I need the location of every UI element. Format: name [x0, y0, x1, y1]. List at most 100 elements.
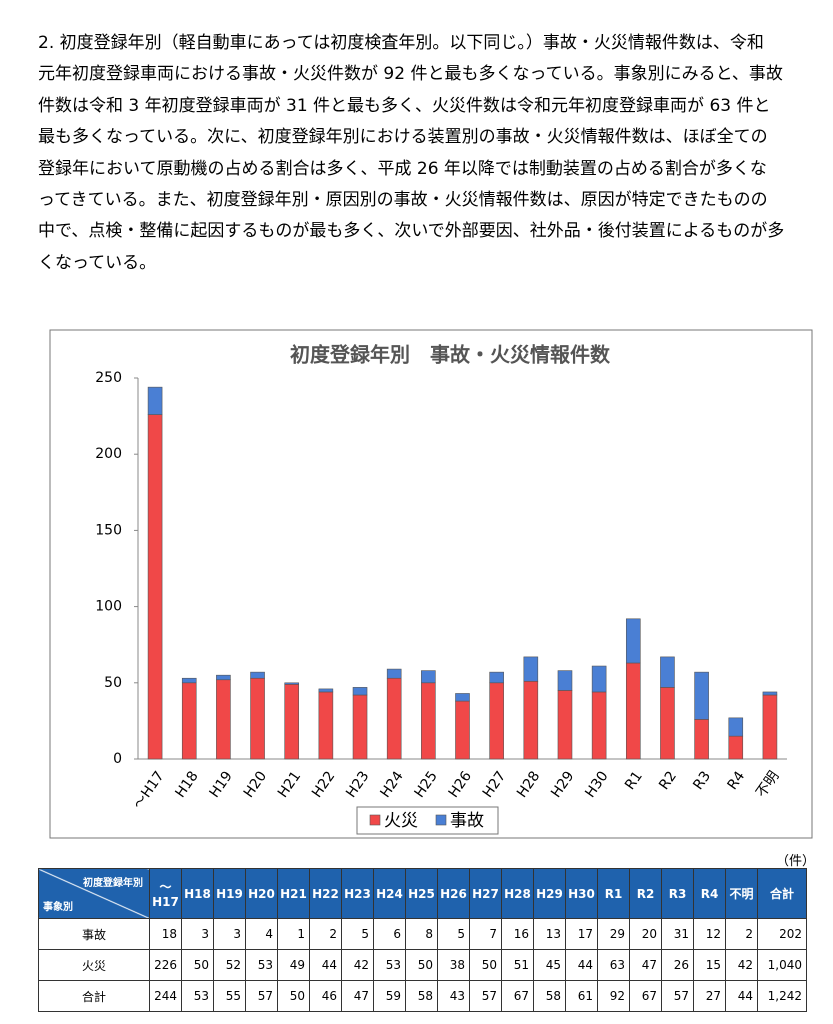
- y-tick-label: 100: [95, 599, 122, 615]
- bar-segment: [625, 662, 641, 760]
- table-cell: 1,040: [757, 949, 807, 981]
- table-cell: 5: [341, 918, 374, 950]
- table-cell: 1,242: [757, 980, 807, 1012]
- bar-segment: [523, 656, 539, 682]
- table-cell: 42: [341, 949, 374, 981]
- text-line: 登録年において原動機の占める割合は多く、平成 26 年以降では制動装置の占める割…: [38, 158, 767, 179]
- table-cell: 2: [309, 918, 342, 950]
- column-header: H27: [469, 868, 502, 919]
- table-cell: 44: [725, 980, 758, 1012]
- column-header: H22: [309, 868, 342, 919]
- table-cell: 61: [565, 980, 598, 1012]
- column-header: R4: [693, 868, 726, 919]
- table-cell: 244: [149, 980, 182, 1012]
- bar-segment: [318, 688, 334, 693]
- table-cell: 57: [661, 980, 694, 1012]
- bar-segment: [421, 682, 436, 760]
- bar-segment: [557, 690, 573, 760]
- table-cell: 50: [405, 949, 438, 981]
- corner-top: 初度登録年別: [83, 878, 143, 889]
- table-cell: 31: [661, 918, 694, 950]
- y-tick-label: 200: [95, 446, 122, 462]
- table-cell: 63: [597, 949, 630, 981]
- bar-segment: [386, 668, 402, 679]
- bar-segment: [250, 677, 265, 760]
- table-cell: 43: [437, 980, 470, 1012]
- table-cell: 16: [501, 918, 534, 950]
- table-cell: 4: [245, 918, 278, 950]
- table-cell: 49: [277, 949, 310, 981]
- table-row: 火災 226 50 52 53 49 44 42 53 50 38 50 51 45 44 63 47 26 15 4…: [38, 949, 807, 981]
- table-cell: 3: [213, 918, 246, 950]
- bar-segment: [181, 682, 197, 760]
- bar-segment: [728, 735, 744, 760]
- column-header: ～H17: [149, 868, 182, 919]
- table-cell: 3: [181, 918, 214, 950]
- paragraph: 2. 初度登録年別（軽自動車にあっては初度検査年別。以下同じ。）事故・火災情報件…: [38, 28, 828, 279]
- column-header: H30: [565, 868, 598, 919]
- column-header: H20: [245, 868, 278, 919]
- column-header: H23: [341, 868, 374, 919]
- table-cell: 92: [597, 980, 630, 1012]
- table-cell: 52: [213, 949, 246, 981]
- table-cell: 67: [501, 980, 534, 1012]
- table-cell: 57: [469, 980, 502, 1012]
- table-cell: 53: [245, 949, 278, 981]
- column-header: R3: [661, 868, 694, 919]
- unit-label: （件）: [775, 854, 815, 869]
- text-line: くなっている。: [38, 252, 157, 273]
- table-cell: 1: [277, 918, 310, 950]
- bar-segment: [694, 719, 709, 760]
- table-cell: 53: [181, 980, 214, 1012]
- table-cell: 42: [725, 949, 758, 981]
- bar-segment: [250, 671, 265, 679]
- column-header: H29: [533, 868, 566, 919]
- corner-bottom: 事象別: [43, 902, 73, 913]
- table-cell: 38: [437, 949, 470, 981]
- text-line: 元年初度登録車両における事故・火災件数が 92 件と最も多くなっている。事象別に…: [38, 64, 783, 85]
- column-header: R1: [597, 868, 630, 919]
- bar-segment: [318, 691, 334, 760]
- table-cell: 29: [597, 918, 630, 950]
- bar-segment: [352, 687, 368, 696]
- bar-segment: [660, 656, 675, 688]
- table-cell: 58: [405, 980, 438, 1012]
- bar-segment: [181, 677, 197, 684]
- column-header: H24: [373, 868, 406, 919]
- table-cell: 58: [533, 980, 566, 1012]
- y-tick-label: 250: [95, 370, 122, 386]
- column-header: 合計: [757, 868, 807, 919]
- table-cell: 202: [757, 918, 807, 950]
- row-label: 事故: [38, 918, 150, 950]
- text-line: 件数は令和 3 年初度登録車両が 31 件と最も多く、火災件数は令和元年初度登録…: [38, 95, 771, 116]
- legend-label: 事故: [450, 811, 484, 831]
- table-cell: 67: [629, 980, 662, 1012]
- bar-segment: [694, 671, 709, 720]
- bar-segment: [762, 691, 778, 696]
- legend-swatch: [435, 814, 447, 826]
- bar-segment: [455, 693, 470, 702]
- y-tick-label: 150: [95, 522, 122, 538]
- table-cell: 226: [149, 949, 182, 981]
- bar-segment: [352, 694, 368, 760]
- header-row: 初度登録年別 事象別 ～H17 H18 H19 H20 H21 H22 H23 H24 H25 H26…: [38, 868, 807, 919]
- table-cell: 53: [373, 949, 406, 981]
- table-cell: 6: [373, 918, 406, 950]
- bar-segment: [489, 671, 504, 684]
- table-cell: 50: [277, 980, 310, 1012]
- column-header: H26: [437, 868, 470, 919]
- legend-box: [356, 806, 499, 835]
- header-corner: 初度登録年別事象別: [38, 868, 150, 919]
- table-cell: 50: [181, 949, 214, 981]
- chart-frame: [49, 329, 813, 839]
- table-cell: 12: [693, 918, 726, 950]
- table-cell: 47: [629, 949, 662, 981]
- bar-segment: [728, 717, 744, 737]
- row-label: 合計: [38, 980, 150, 1012]
- table-cell: 15: [693, 949, 726, 981]
- table-cell: 2: [725, 918, 758, 950]
- column-header: H21: [277, 868, 310, 919]
- text-line: 中で、点検・整備に起因するものが最も多く、次いで外部要因、社外品・後付装置による…: [38, 221, 785, 242]
- table-cell: 18: [149, 918, 182, 950]
- bar-segment: [455, 700, 470, 760]
